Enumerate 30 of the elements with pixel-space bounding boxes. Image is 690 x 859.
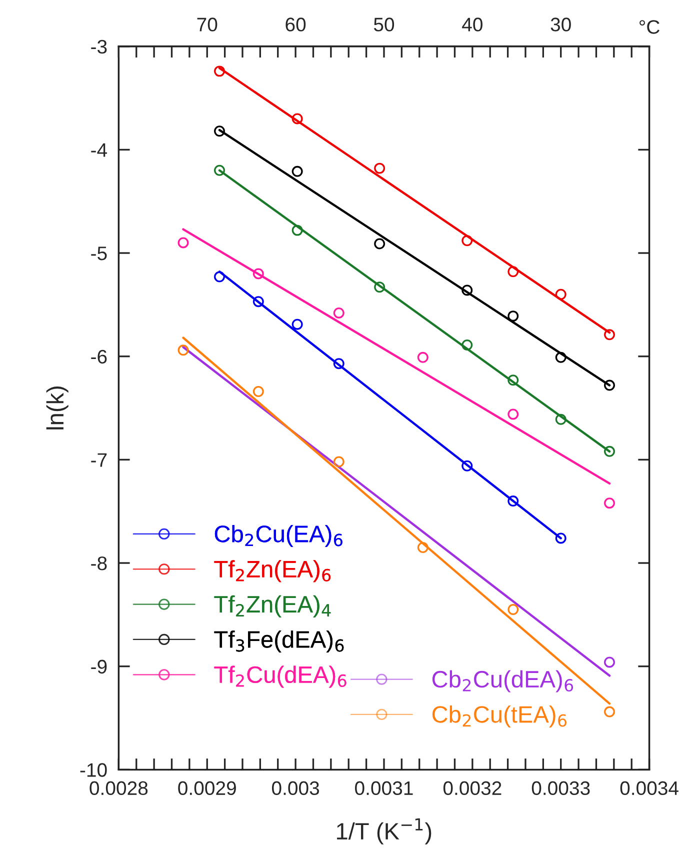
legend-label: Tf$_{2}$Zn(EA)$_{6}$: [214, 560, 331, 582]
y-tick-label: -8: [91, 556, 107, 570]
legend-label: Cb$_{2}$Cu(dEA)$_{6}$: [432, 670, 574, 692]
x-tick-label: 0.003: [272, 781, 320, 796]
y-tick-label: -7: [91, 453, 107, 467]
y-tick-label: -6: [91, 350, 107, 364]
x2-tick-label: 40: [462, 18, 482, 32]
x-tick-label: 0.0031: [355, 781, 413, 796]
y-axis-title: ln(k): [46, 386, 68, 430]
x2-tick-label: 50: [374, 18, 394, 32]
x2-tick-label: 60: [286, 18, 306, 32]
y-tick-label: -3: [91, 40, 107, 54]
y-tick-label: -4: [91, 143, 107, 157]
x2-axis-title: °C: [640, 20, 660, 34]
legend-label: Cb$_{2}$Cu(tEA)$_{6}$: [432, 705, 566, 728]
x-tick-label: 0.0033: [532, 781, 590, 796]
legend-label: Cb$_{2}$Cu(EA)$_{6}$: [214, 524, 342, 547]
x2-tick-label: 30: [550, 18, 571, 32]
legend-label: Tf$_{3}$Fe(dEA)$_{6}$: [214, 630, 344, 653]
x-tick-label: 0.0028: [90, 781, 148, 796]
x-tick-label: 0.0029: [178, 781, 236, 796]
y-tick-label: -10: [80, 763, 107, 777]
y-tick-label: -5: [91, 246, 107, 260]
legend-label: Tf$_{2}$Cu(dEA)$_{6}$: [214, 666, 346, 688]
x-axis-title: 1/T (K$^{−1}$): [337, 818, 432, 844]
x-tick-label: 0.0034: [620, 781, 678, 796]
legend-label: Tf$_{2}$Zn(EA)$_{4}$: [214, 595, 331, 618]
x-tick-label: 0.0032: [443, 781, 502, 796]
y-tick-label: -9: [91, 660, 107, 674]
x2-tick-label: 70: [197, 18, 218, 32]
